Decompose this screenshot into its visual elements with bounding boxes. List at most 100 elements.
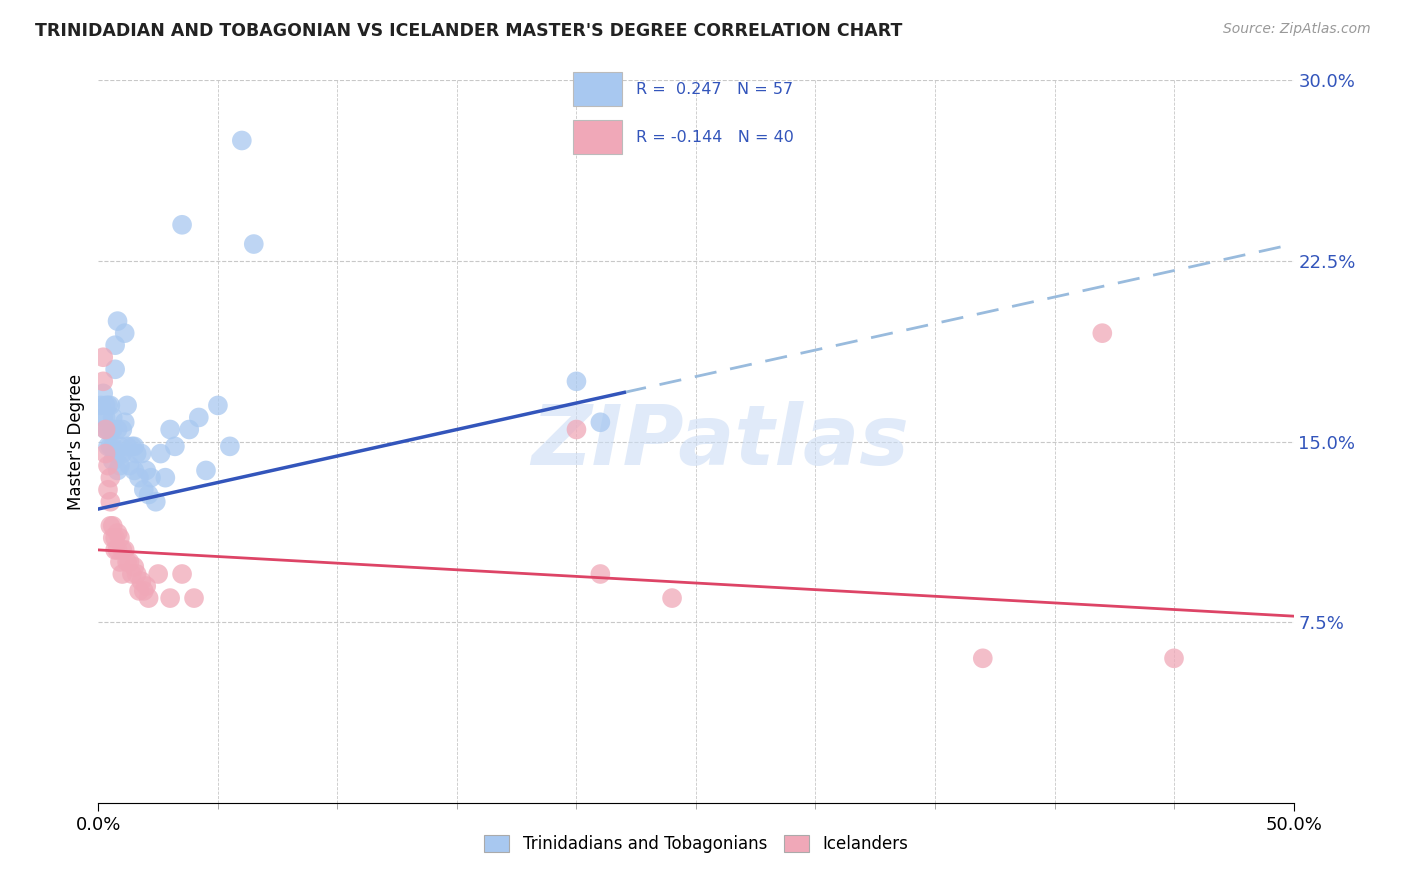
Point (114, 415, 136, 429)
Text: R =  0.247   N = 57: R = 0.247 N = 57 (636, 81, 793, 96)
Point (118, 555, 141, 569)
Point (565, 422, 588, 436)
Point (661, 591, 683, 605)
Point (101, 518, 124, 533)
Point (94, 446, 117, 460)
Point (104, 542, 127, 557)
Point (589, 415, 612, 429)
Point (98, 470, 122, 484)
Point (132, 583, 155, 598)
Point (124, 439, 146, 453)
Point (107, 526, 129, 541)
Point (107, 422, 129, 436)
Point (111, 422, 134, 436)
Point (98, 439, 122, 453)
Point (125, 446, 148, 460)
Point (104, 362, 127, 376)
Point (159, 591, 181, 605)
Point (101, 454, 124, 468)
Point (107, 463, 129, 477)
Point (101, 410, 124, 425)
Point (101, 439, 124, 453)
Point (972, 651, 994, 665)
Point (139, 470, 162, 484)
Y-axis label: Master's Degree: Master's Degree (66, 374, 84, 509)
Point (135, 579, 157, 593)
Point (131, 574, 153, 589)
Point (101, 422, 124, 436)
Point (108, 458, 131, 473)
Point (91, 374, 114, 388)
Point (159, 422, 181, 436)
Point (148, 567, 170, 582)
Point (187, 410, 209, 425)
Point (172, 218, 194, 232)
Point (108, 555, 131, 569)
Point (128, 470, 150, 484)
Point (91, 350, 114, 364)
Point (91, 410, 114, 425)
Point (114, 326, 136, 340)
Point (179, 422, 201, 436)
Point (124, 559, 146, 574)
Point (121, 567, 143, 582)
Legend: Trinidadians and Tobagonians, Icelanders: Trinidadians and Tobagonians, Icelanders (478, 828, 914, 860)
Point (131, 446, 153, 460)
Point (97, 483, 120, 497)
Point (115, 439, 138, 453)
Point (111, 446, 134, 460)
Point (94, 410, 117, 425)
Point (219, 439, 242, 453)
Point (172, 567, 194, 582)
Point (107, 542, 129, 557)
Point (111, 542, 134, 557)
Point (183, 591, 205, 605)
Point (104, 446, 127, 460)
Point (97, 422, 120, 436)
Point (115, 398, 138, 412)
Point (1091, 326, 1114, 340)
Point (1163, 651, 1185, 665)
Point (138, 591, 160, 605)
Point (97, 439, 120, 453)
FancyBboxPatch shape (574, 120, 621, 154)
Point (565, 374, 588, 388)
Point (115, 555, 138, 569)
Point (135, 463, 157, 477)
Point (149, 446, 172, 460)
Point (98, 422, 122, 436)
Point (118, 458, 141, 473)
Point (195, 463, 218, 477)
Point (589, 567, 612, 582)
Point (231, 133, 253, 147)
Point (111, 567, 134, 582)
Point (97, 398, 120, 412)
Text: R = -0.144   N = 40: R = -0.144 N = 40 (636, 129, 794, 145)
Point (97, 458, 120, 473)
Point (163, 439, 186, 453)
Point (98, 398, 122, 412)
Text: ZIPatlas: ZIPatlas (531, 401, 908, 482)
Point (94, 398, 117, 412)
Point (145, 494, 167, 508)
Point (125, 567, 148, 582)
Point (91, 386, 114, 401)
Text: Source: ZipAtlas.com: Source: ZipAtlas.com (1223, 22, 1371, 37)
Point (114, 542, 136, 557)
Point (98, 518, 122, 533)
Point (90, 398, 112, 412)
Point (104, 531, 127, 545)
Point (243, 237, 266, 252)
Point (107, 446, 129, 460)
Point (104, 338, 127, 352)
Point (101, 531, 124, 545)
Point (138, 487, 160, 501)
Point (124, 463, 146, 477)
Point (121, 439, 143, 453)
Text: TRINIDADIAN AND TOBAGONIAN VS ICELANDER MASTER'S DEGREE CORRELATION CHART: TRINIDADIAN AND TOBAGONIAN VS ICELANDER … (35, 22, 903, 40)
Point (107, 314, 129, 328)
Point (132, 483, 155, 497)
Point (128, 583, 150, 598)
Point (108, 531, 131, 545)
Point (207, 398, 229, 412)
